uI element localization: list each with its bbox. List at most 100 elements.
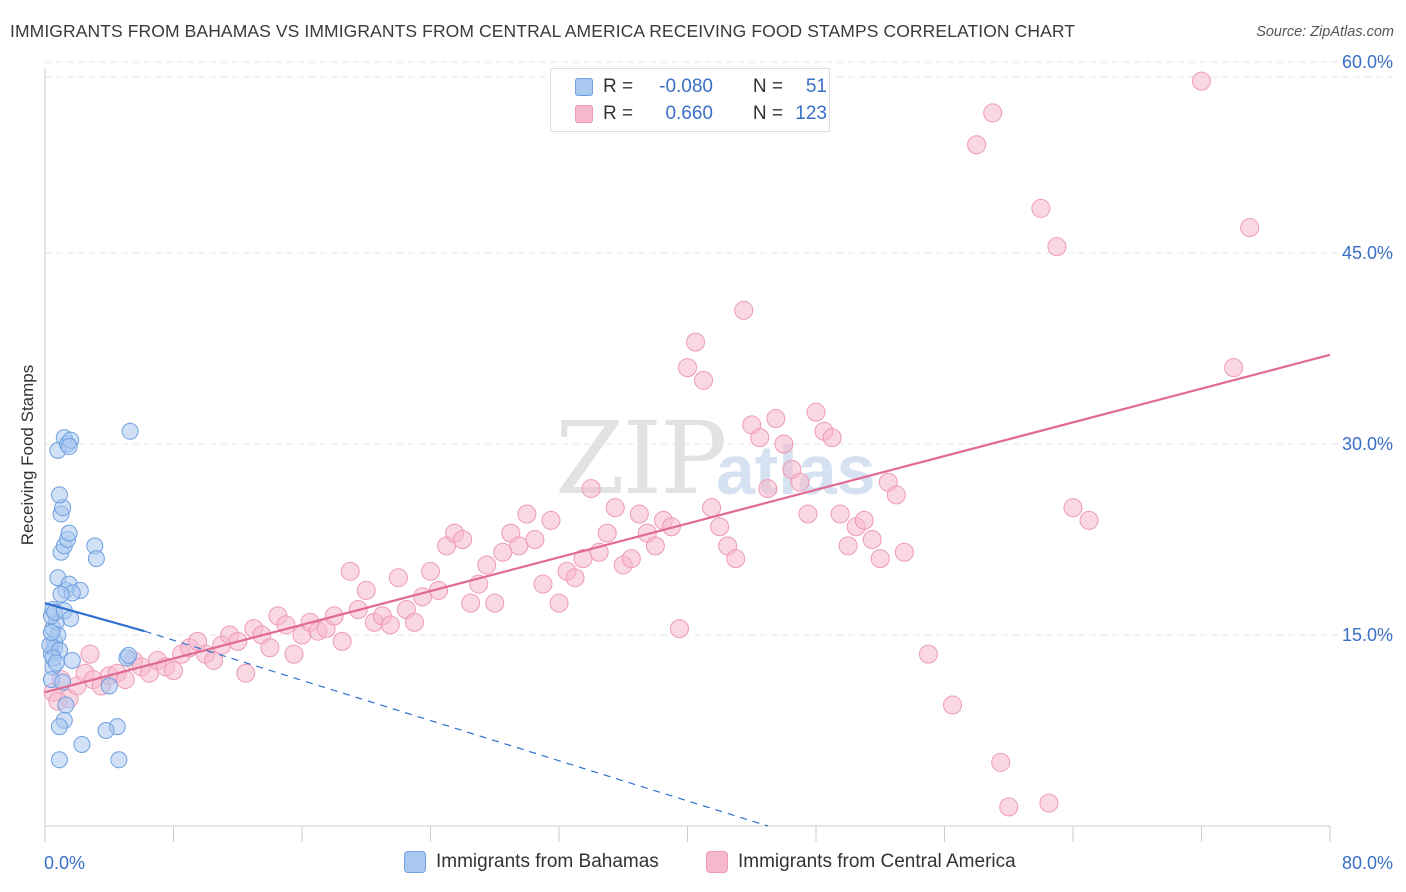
bahamas-point [97,722,115,739]
central-america-point [260,638,280,658]
bahamas-point [110,751,128,769]
central-america-point [629,504,649,524]
bahamas-point [73,736,91,754]
bahamas-point [50,751,68,769]
central-america-point [605,498,625,518]
legend-row-central-america: R = 0.660 N = 123 [575,101,827,127]
central-america-point [669,619,689,639]
legend-label-central-america: Immigrants from Central America [738,851,1016,872]
central-america-point [734,300,754,320]
central-america-point [533,574,553,594]
bahamas-point [47,654,65,672]
bahamas-point [121,422,139,440]
central-america-point [80,644,100,664]
legend-item-central-america[interactable]: Immigrants from Central America [706,851,1016,873]
central-america-swatch [575,105,593,123]
legend-n-label: N = [752,103,783,124]
central-america-point [1224,358,1244,378]
central-america-point [597,523,617,543]
bahamas-point [120,646,138,664]
central-america-point [517,504,537,524]
central-america-point [388,568,408,588]
central-america-point [236,663,256,683]
legend-r-label: R = [603,76,634,97]
bahamas-point [57,696,75,714]
central-america-point [686,332,706,352]
bahamas-point [63,651,81,669]
central-america-point [461,593,481,613]
central-america-point [726,549,746,569]
central-america-point [1079,510,1099,530]
central-america-point [509,536,529,556]
central-america-point [453,530,473,549]
bahamas-point [50,486,68,504]
central-america-point [485,593,505,613]
central-america-point [541,510,561,530]
x-tick-label: 80.0% [1342,853,1393,873]
central-america-point [525,530,545,549]
central-america-point [710,517,730,537]
central-america-point [790,472,810,492]
central-america-point [943,695,963,715]
central-america-point [967,135,987,155]
chart-title: IMMIGRANTS FROM BAHAMAS VS IMMIGRANTS FR… [10,21,1076,41]
central-america-point [404,612,424,632]
central-america-trendline [44,353,1331,694]
source-label: Source: ZipAtlas.com [1256,24,1394,40]
bahamas-point [52,585,70,603]
central-america-point [380,615,400,635]
central-america-point [758,479,778,499]
legend-r-label: R = [603,103,634,124]
central-america-point [991,752,1011,772]
central-america-point [204,650,224,670]
central-america-point [983,103,1003,123]
bahamas-point [60,524,78,542]
bahamas-point [50,718,68,736]
central-america-point [332,631,352,651]
y-tick-label: 60.0% [1342,52,1393,72]
legend-r-value: -0.080 [659,76,713,97]
central-america-point [164,661,183,681]
bahamas-trendline-extension [144,630,768,827]
central-america-point [1063,498,1083,518]
central-america-point [766,409,786,429]
central-america-point [549,593,569,613]
central-america-point [1039,793,1059,813]
bahamas-swatch [575,78,593,96]
central-america-point [886,485,906,505]
legend-row-bahamas: R = -0.080 N = 51 [575,74,827,100]
legend-label-bahamas: Immigrants from Bahamas [436,851,659,872]
central-america-point [750,428,770,448]
central-america-point [421,561,440,581]
central-america-point [862,530,882,549]
x-tick-label: 0.0% [44,853,85,873]
legend-n-value: 51 [805,76,827,97]
central-america-point [854,510,874,530]
central-america-point [1047,237,1067,257]
y-tick-label: 30.0% [1342,434,1393,454]
central-america-point [493,542,513,562]
legend-item-bahamas[interactable]: Immigrants from Bahamas [404,851,659,873]
legend-n-value: 123 [795,103,827,124]
central-america-point [999,797,1019,817]
central-america-point [918,644,938,664]
central-america-point [702,498,722,518]
series-legend: Immigrants from Bahamas Immigrants from … [0,851,1406,879]
legend-n-label: N = [752,76,783,97]
bahamas-point [42,623,60,641]
y-tick-label: 15.0% [1342,625,1393,645]
central-america-point [284,644,304,664]
bahamas-point [87,550,105,568]
central-america-point [581,479,601,499]
central-america-point [356,580,376,600]
central-america-point [340,561,360,581]
bahamas-swatch [404,851,426,873]
central-america-point [678,358,697,378]
bahamas-point [100,677,118,695]
correlation-legend: R = -0.080 N = 51 R = 0.660 N = 123 [550,68,830,132]
watermark-zip: ZIP [555,400,727,517]
y-tick-label: 45.0% [1342,243,1393,263]
central-america-point [838,536,858,556]
central-america-point [573,549,593,569]
central-america-point [830,504,850,524]
